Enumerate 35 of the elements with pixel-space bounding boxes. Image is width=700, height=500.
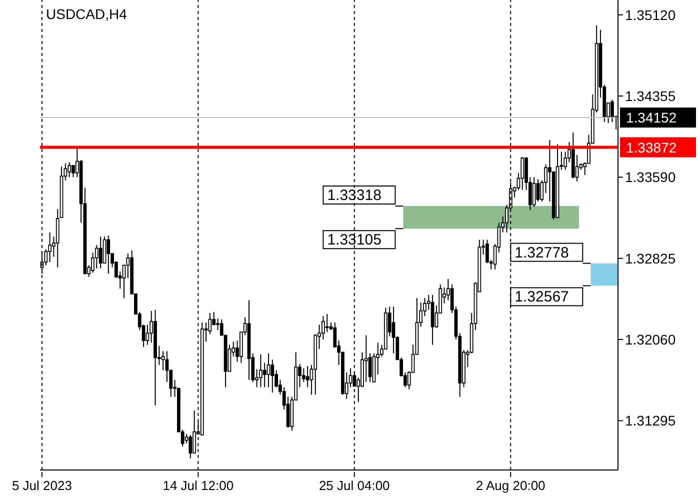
y-tick-label: 1.32825	[625, 250, 676, 266]
chart-title: USDCAD,H4	[46, 6, 127, 22]
candlestick	[94, 244, 98, 269]
x-tick-label: 5 Jul 2023	[12, 478, 72, 493]
candlestick	[106, 235, 110, 274]
y-tick-label: 1.34355	[625, 88, 676, 104]
x-tick-label: 14 Jul 12:00	[162, 478, 234, 493]
candlestick	[520, 156, 524, 190]
candlestick	[368, 352, 372, 382]
candlestick	[68, 162, 72, 178]
candlestick	[262, 362, 266, 388]
y-tick-label: 1.35120	[625, 6, 676, 23]
candlestick	[98, 236, 102, 269]
annotation: 1.33318	[327, 187, 382, 204]
annotation: 1.32778	[514, 244, 569, 262]
candlestick	[146, 324, 150, 346]
candlestick	[266, 352, 270, 388]
x-tick-label: 2 Aug 20:00	[476, 478, 546, 493]
candlestick	[325, 314, 329, 333]
candlestick	[532, 176, 536, 208]
candlestick	[364, 334, 368, 382]
candlestick	[259, 354, 262, 388]
candlestick	[536, 178, 540, 202]
annotation: 1.33105	[327, 232, 382, 249]
candlestick	[188, 434, 192, 459]
ref-line-label: 1.33872	[626, 139, 677, 156]
y-tick-label: 1.32060	[625, 331, 676, 348]
candlestick	[72, 165, 75, 178]
candlestick	[48, 232, 52, 263]
candlestick	[306, 366, 310, 388]
annotation: 1.32567	[514, 288, 569, 306]
y-tick-label: 1.31295	[625, 412, 676, 429]
y-tick-label: 1.33590	[625, 169, 676, 186]
ref-line-label: 1.34152	[626, 110, 677, 126]
x-tick-label: 25 Jul 04:00	[318, 478, 390, 493]
